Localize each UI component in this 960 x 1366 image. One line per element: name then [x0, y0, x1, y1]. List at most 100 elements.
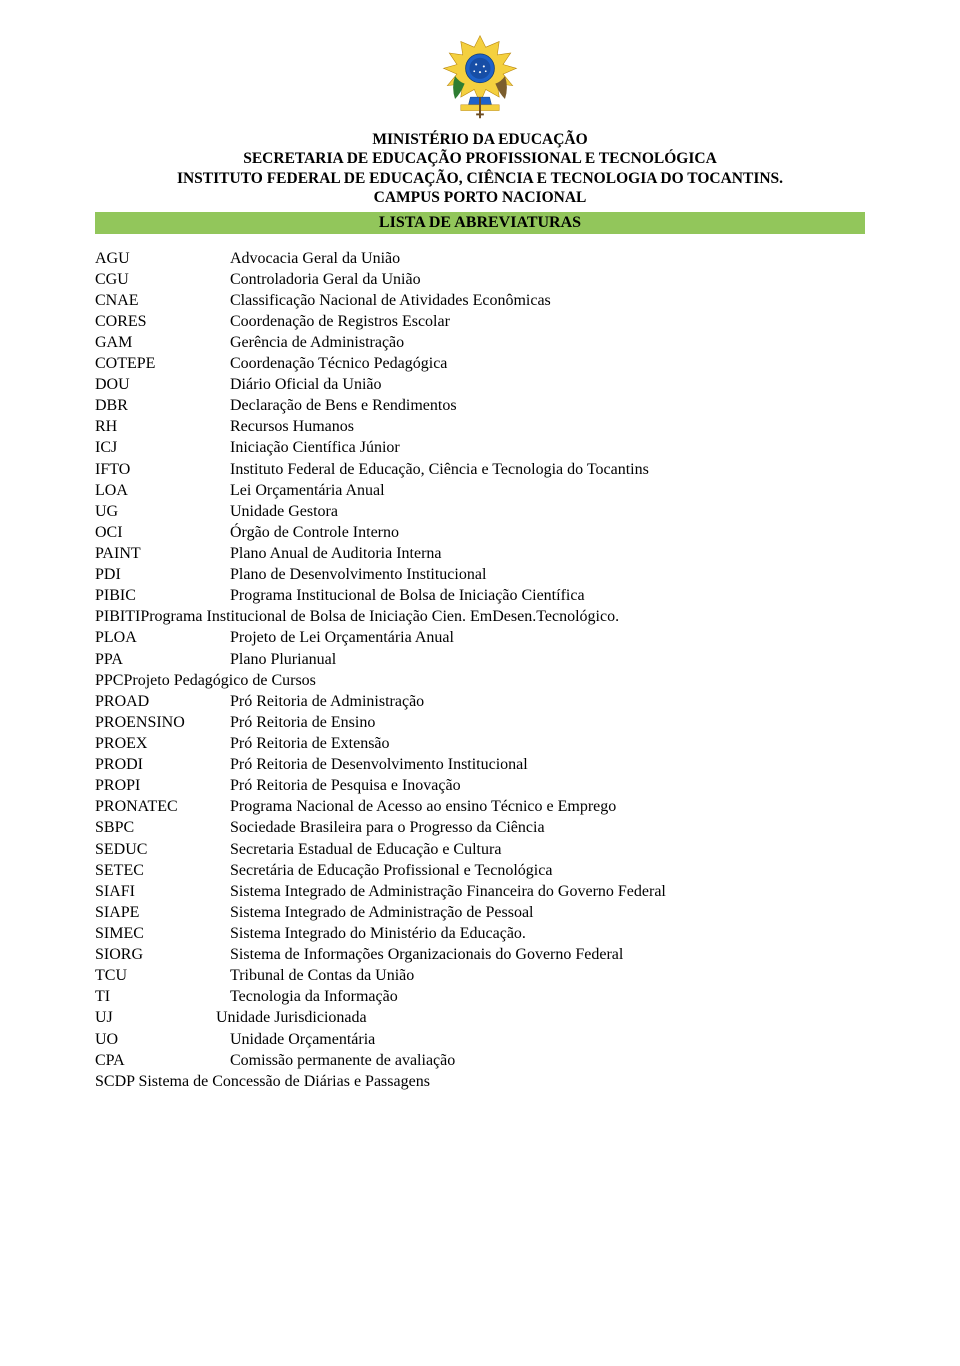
- abbrev-row: OCIÓrgão de Controle Interno: [95, 522, 865, 543]
- abbrev-value: Diário Oficial da União: [230, 374, 865, 395]
- abbrev-value: Instituto Federal de Educação, Ciência e…: [230, 459, 865, 480]
- abbrev-value: Projeto de Lei Orçamentária Anual: [230, 627, 865, 648]
- abbrev-value: Órgão de Controle Interno: [230, 522, 865, 543]
- abbrev-value: Pró Reitoria de Administração: [230, 691, 865, 712]
- header-line-2: SECRETARIA DE EDUCAÇÃO PROFISSIONAL E TE…: [95, 149, 865, 168]
- abbrev-row: IFTOInstituto Federal de Educação, Ciênc…: [95, 459, 865, 480]
- abbrev-key: PDI: [95, 564, 230, 585]
- abbrev-row: SIORGSistema de Informações Organizacion…: [95, 944, 865, 965]
- abbrev-row: TCUTribunal de Contas da União: [95, 965, 865, 986]
- abbrev-key: PLOA: [95, 627, 230, 648]
- abbrev-key: PROEX: [95, 733, 230, 754]
- abbrev-key: UG: [95, 501, 230, 522]
- abbrev-value: Pró Reitoria de Desenvolvimento Instituc…: [230, 754, 865, 775]
- abbrev-row: PRONATECPrograma Nacional de Acesso ao e…: [95, 796, 865, 817]
- abbrev-row: UGUnidade Gestora: [95, 501, 865, 522]
- abbrev-row: PIBICPrograma Institucional de Bolsa de …: [95, 585, 865, 606]
- abbrev-value: Recursos Humanos: [230, 416, 865, 437]
- abbrev-row: PAINTPlano Anual de Auditoria Interna: [95, 543, 865, 564]
- abbrev-value: Coordenação de Registros Escolar: [230, 311, 865, 332]
- abbrev-value: Advocacia Geral da União: [230, 248, 865, 269]
- abbrev-key: GAM: [95, 332, 230, 353]
- abbrev-value: Controladoria Geral da União: [230, 269, 865, 290]
- abbrev-value: Projeto Pedagógico de Cursos: [123, 672, 315, 689]
- abbrev-row: CPAComissão permanente de avaliação: [95, 1050, 865, 1071]
- abbrev-value: Programa Institucional de Bolsa de Inici…: [140, 608, 619, 625]
- abbrev-key: PAINT: [95, 543, 230, 564]
- abbrev-key: SBPC: [95, 817, 230, 838]
- abbrev-value: Tribunal de Contas da União: [230, 965, 865, 986]
- abbrev-row: PROPIPró Reitoria de Pesquisa e Inovação: [95, 775, 865, 796]
- abbrev-key: SIAPE: [95, 902, 230, 923]
- abbrev-key: SIMEC: [95, 923, 230, 944]
- abbrev-value: Programa Institucional de Bolsa de Inici…: [230, 585, 865, 606]
- abbrev-value: Comissão permanente de avaliação: [230, 1050, 865, 1071]
- abbrev-row: PPAPlano Plurianual: [95, 649, 865, 670]
- abbrev-row: PPCProjeto Pedagógico de Cursos: [95, 670, 865, 691]
- abbrev-key: COTEPE: [95, 353, 230, 374]
- abbreviation-list: AGUAdvocacia Geral da UniãoCGUControlado…: [95, 248, 865, 1092]
- abbrev-value: Sistema Integrado do Ministério da Educa…: [230, 923, 865, 944]
- emblem-wrap: [95, 28, 865, 124]
- abbrev-row: AGUAdvocacia Geral da União: [95, 248, 865, 269]
- abbrev-key: AGU: [95, 248, 230, 269]
- header-line-1: MINISTÉRIO DA EDUCAÇÃO: [95, 130, 865, 149]
- header-block: MINISTÉRIO DA EDUCAÇÃO SECRETARIA DE EDU…: [95, 130, 865, 208]
- abbrev-value: Plano Anual de Auditoria Interna: [230, 543, 865, 564]
- abbrev-value: Sistema de Informações Organizacionais d…: [230, 944, 865, 965]
- abbrev-value: Pró Reitoria de Pesquisa e Inovação: [230, 775, 865, 796]
- abbrev-row: COTEPECoordenação Técnico Pedagógica: [95, 353, 865, 374]
- abbrev-key: CPA: [95, 1050, 230, 1071]
- abbrev-key: DOU: [95, 374, 230, 395]
- abbrev-value: Plano de Desenvolvimento Institucional: [230, 564, 865, 585]
- abbrev-key: RH: [95, 416, 230, 437]
- abbrev-row: SIAPESistema Integrado de Administração …: [95, 902, 865, 923]
- header-line-4: CAMPUS PORTO NACIONAL: [95, 188, 865, 207]
- abbrev-key: PRODI: [95, 754, 230, 775]
- abbrev-row: PROEXPró Reitoria de Extensão: [95, 733, 865, 754]
- abbrev-key: ICJ: [95, 437, 230, 458]
- abbrev-row: SBPCSociedade Brasileira para o Progress…: [95, 817, 865, 838]
- abbrev-row: GAMGerência de Administração: [95, 332, 865, 353]
- abbrev-key: SIAFI: [95, 881, 230, 902]
- abbrev-row: PDIPlano de Desenvolvimento Instituciona…: [95, 564, 865, 585]
- abbrev-row: SETECSecretária de Educação Profissional…: [95, 860, 865, 881]
- abbrev-row: UOUnidade Orçamentária: [95, 1029, 865, 1050]
- abbrev-value: Plano Plurianual: [230, 649, 865, 670]
- abbrev-value: Programa Nacional de Acesso ao ensino Té…: [230, 796, 865, 817]
- abbrev-row: UJUnidade Jurisdicionada: [95, 1007, 865, 1028]
- abbrev-value: Gerência de Administração: [230, 332, 865, 353]
- brazil-coat-of-arms-icon: [432, 28, 528, 124]
- abbrev-key: SETEC: [95, 860, 230, 881]
- abbrev-key: PRONATEC: [95, 796, 230, 817]
- abbrev-key: CGU: [95, 269, 230, 290]
- abbrev-value: Sistema de Concessão de Diárias e Passag…: [134, 1073, 429, 1090]
- abbrev-key: SEDUC: [95, 839, 230, 860]
- abbrev-key: UJ: [95, 1007, 230, 1028]
- abbrev-value: Unidade Gestora: [230, 501, 865, 522]
- abbrev-row: PIBITIPrograma Institucional de Bolsa de…: [95, 606, 865, 627]
- abbrev-key: TCU: [95, 965, 230, 986]
- abbrev-value: Secretária de Educação Profissional e Te…: [230, 860, 865, 881]
- title-bar: LISTA DE ABREVIATURAS: [95, 212, 865, 234]
- abbrev-row: CORESCoordenação de Registros Escolar: [95, 311, 865, 332]
- abbrev-value: Iniciação Científica Júnior: [230, 437, 865, 458]
- abbrev-value: Pró Reitoria de Ensino: [230, 712, 865, 733]
- abbrev-key: OCI: [95, 522, 230, 543]
- abbrev-key: CNAE: [95, 290, 230, 311]
- abbrev-value: Unidade Orçamentária: [230, 1029, 865, 1050]
- abbrev-key: PROENSINO: [95, 712, 230, 733]
- abbrev-value: Pró Reitoria de Extensão: [230, 733, 865, 754]
- abbrev-value: Sociedade Brasileira para o Progresso da…: [230, 817, 865, 838]
- abbrev-key: TI: [95, 986, 230, 1007]
- abbrev-row: SIAFISistema Integrado de Administração …: [95, 881, 865, 902]
- abbrev-value: Classificação Nacional de Atividades Eco…: [230, 290, 865, 311]
- abbrev-row: ICJIniciação Científica Júnior: [95, 437, 865, 458]
- abbrev-value: Tecnologia da Informação: [230, 986, 865, 1007]
- abbrev-row: SEDUCSecretaria Estadual de Educação e C…: [95, 839, 865, 860]
- abbrev-row: SCDP Sistema de Concessão de Diárias e P…: [95, 1071, 865, 1092]
- abbrev-value: Unidade Jurisdicionada: [216, 1007, 865, 1028]
- abbrev-value: Lei Orçamentária Anual: [230, 480, 865, 501]
- abbrev-key: PROPI: [95, 775, 230, 796]
- abbrev-key: PPC: [95, 672, 123, 689]
